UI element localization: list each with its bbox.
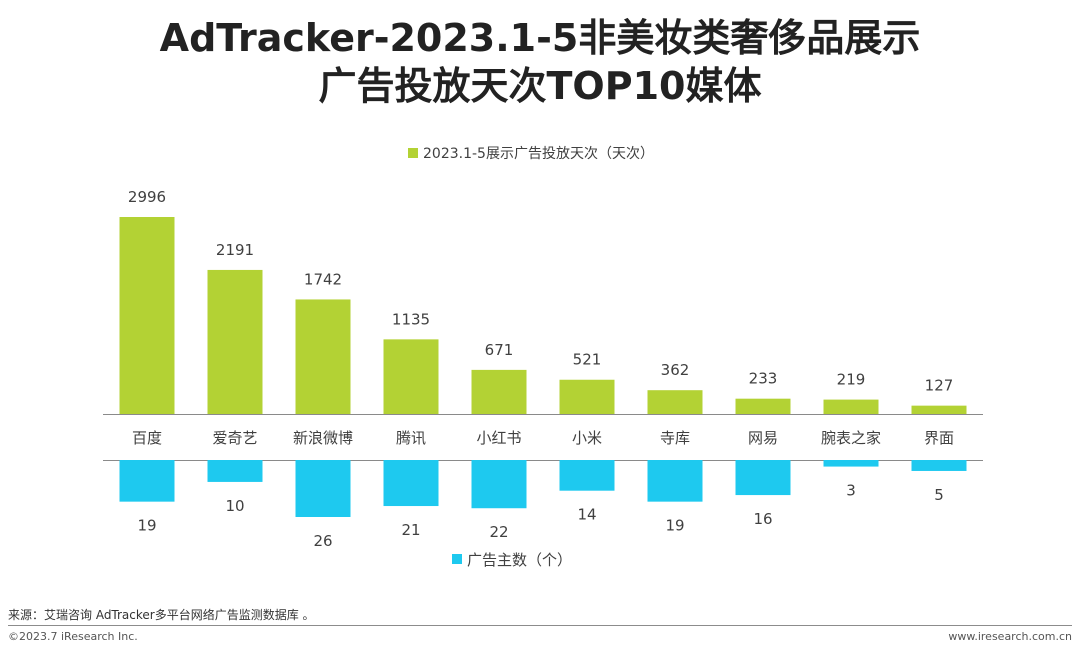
data-label-advertisers: 19: [137, 517, 156, 535]
data-label-advertisers: 21: [401, 521, 420, 539]
bar-advertisers: [735, 460, 791, 496]
data-label-placements: 1742: [304, 270, 342, 288]
website-url: www.iresearch.com.cn: [948, 630, 1072, 643]
bar-placements: [207, 269, 263, 414]
category-label: 界面: [924, 429, 954, 447]
source-note: 来源：艾瑞咨询 AdTracker多平台网络广告监测数据库 。: [8, 608, 315, 622]
data-label-placements: 521: [573, 351, 602, 369]
copyright-text: ©2023.7 iResearch Inc.: [8, 630, 138, 643]
data-label-placements: 1135: [392, 310, 430, 328]
legend-label-advertisers: 广告主数（个）: [467, 551, 572, 569]
category-label: 腕表之家: [821, 429, 881, 447]
bar-placements: [383, 339, 439, 414]
data-label-placements: 219: [837, 371, 866, 389]
data-label-placements: 2191: [216, 241, 254, 259]
legend-swatch-advertisers: [452, 554, 462, 564]
data-label-advertisers: 19: [665, 517, 684, 535]
bar-advertisers: [647, 460, 703, 502]
data-label-advertisers: 26: [313, 532, 332, 550]
data-label-placements: 671: [485, 341, 514, 359]
category-label: 百度: [132, 429, 162, 447]
bar-advertisers: [383, 460, 439, 507]
bar-advertisers: [471, 460, 527, 509]
bar-placements: [911, 405, 967, 414]
bar-placements: [295, 299, 351, 414]
category-label: 寺库: [660, 429, 690, 447]
data-label-advertisers: 16: [753, 510, 772, 528]
data-label-advertisers: 5: [934, 486, 944, 504]
bar-advertisers: [823, 460, 879, 467]
data-label-advertisers: 22: [489, 523, 508, 541]
data-label-placements: 127: [925, 377, 954, 395]
data-label-placements: 233: [749, 370, 778, 388]
data-label-advertisers: 14: [577, 506, 596, 524]
data-label-advertisers: 3: [846, 482, 856, 500]
bar-advertisers: [295, 460, 351, 517]
bar-advertisers: [119, 460, 175, 502]
category-label: 腾讯: [396, 429, 426, 447]
bar-placements: [119, 217, 175, 414]
chart-title-line-1: AdTracker-2023.1-5非美妆类奢侈品展示: [159, 16, 921, 60]
bar-advertisers: [559, 460, 615, 491]
data-label-advertisers: 10: [225, 497, 244, 515]
bar-advertisers: [207, 460, 263, 482]
category-label: 网易: [748, 429, 778, 447]
chart-title-line-2: 广告投放天次TOP10媒体: [318, 64, 762, 108]
bar-placements: [823, 399, 879, 414]
data-label-placements: 362: [661, 361, 690, 379]
legend-label-placements: 2023.1-5展示广告投放天次（天次）: [423, 146, 654, 162]
category-label: 新浪微博: [293, 429, 353, 447]
bar-placements: [647, 390, 703, 414]
bar-placements: [559, 379, 615, 414]
bar-placements: [735, 398, 791, 414]
category-label: 小米: [572, 429, 602, 447]
bar-placements: [471, 369, 527, 414]
category-label: 爱奇艺: [212, 429, 257, 447]
category-label: 小红书: [476, 429, 521, 447]
bar-advertisers: [911, 460, 967, 471]
legend-swatch-placements: [408, 148, 418, 158]
chart-title: AdTracker-2023.1-5非美妆类奢侈品展示 广告投放天次TOP10媒…: [0, 14, 1080, 110]
data-label-placements: 2996: [128, 188, 166, 206]
footer-divider: [8, 625, 1072, 626]
bar-chart: 2023.1-5展示广告投放天次（天次） 2996 百度 19 2191 爱奇艺 10 174…: [103, 146, 983, 569]
